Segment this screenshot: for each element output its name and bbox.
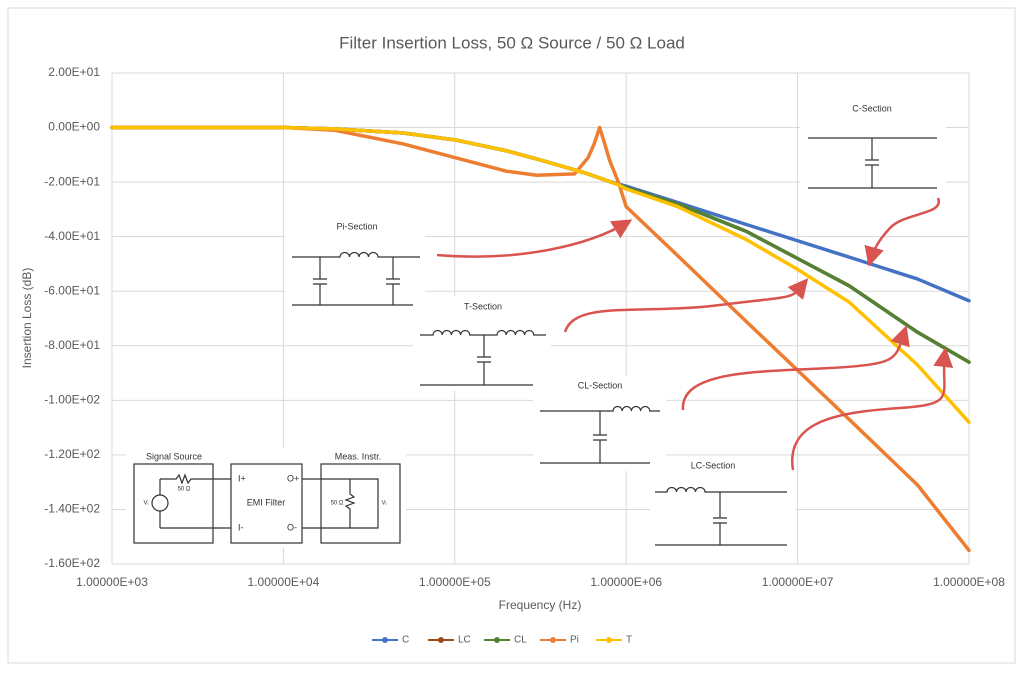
legend: C LC CL Pi T — [372, 635, 632, 646]
inset-wiring — [159, 473, 379, 529]
legend-marker — [438, 637, 444, 643]
annotation: C-Section — [852, 103, 892, 113]
y-tick-label: -6.00E+01 — [44, 283, 100, 297]
source-symbol — [151, 494, 169, 512]
schematic — [540, 405, 660, 464]
schematic — [292, 251, 420, 306]
y-tick-label: -1.00E+02 — [44, 393, 100, 407]
arrow — [790, 347, 954, 471]
arrow — [864, 197, 940, 267]
schematic-box — [285, 217, 425, 310]
inset-label: Signal Source — [146, 451, 202, 461]
schematic — [655, 486, 787, 546]
arrow — [436, 219, 633, 258]
inset-block — [230, 463, 303, 544]
annotation: CL-Section — [578, 380, 623, 390]
y-tick-label: -8.00E+01 — [44, 338, 100, 352]
port-label: O- — [287, 522, 297, 532]
port-label: I+ — [238, 473, 246, 483]
schematic — [808, 137, 937, 189]
schematic-box — [650, 456, 796, 552]
annotations: C-Section Pi-Section T-Section CL-Sectio… — [126, 98, 954, 552]
legend-label: Pi — [570, 635, 579, 646]
arrow — [681, 325, 910, 411]
series-line — [110, 125, 971, 424]
legend-marker — [382, 637, 388, 643]
x-tick-label: 1.00000E+07 — [762, 575, 834, 589]
plot-area — [110, 125, 971, 553]
annotation: T-Section — [464, 301, 502, 311]
schematic-box — [800, 98, 946, 196]
x-tick-label: 1.00000E+04 — [248, 575, 320, 589]
port-label: I- — [238, 522, 244, 532]
schematic-box — [413, 296, 551, 391]
y-tick-label: -1.20E+02 — [44, 447, 100, 461]
x-tick-label: 1.00000E+03 — [76, 575, 148, 589]
legend-marker — [550, 637, 556, 643]
x-tick-label: 1.00000E+08 — [933, 575, 1005, 589]
annotation: LC-Section — [691, 460, 736, 470]
inset-label: Vᵢ — [382, 501, 387, 507]
schematic — [420, 329, 546, 386]
y-tick-label: 2.00E+01 — [48, 65, 100, 79]
legend-marker — [606, 637, 612, 643]
legend-label: T — [626, 635, 632, 646]
inset-block — [133, 463, 214, 544]
inset-label: EMI Filter — [247, 497, 286, 507]
inset-label: 50 Ω — [178, 487, 191, 493]
y-axis-label: Insertion Loss (dB) — [20, 268, 34, 369]
legend-label: LC — [458, 635, 471, 646]
y-tick-label: 0.00E+00 — [48, 120, 100, 134]
x-tick-label: 1.00000E+06 — [590, 575, 662, 589]
arrow — [563, 278, 809, 333]
inset-label: Meas. Instr. — [335, 451, 382, 461]
chart-title: Filter Insertion Loss, 50 Ω Source / 50 … — [339, 33, 685, 52]
annotation: Pi-Section — [336, 221, 377, 231]
inset-block — [320, 463, 401, 544]
inset-label: Vᵢ — [144, 501, 149, 507]
grid: 2.00E+01 0.00E+00 -2.00E+01 -4.00E+01 -6.00E… — [44, 65, 1005, 589]
inset-box — [126, 448, 406, 548]
x-tick-label: 1.00000E+05 — [419, 575, 491, 589]
x-axis-label: Frequency (Hz) — [499, 598, 582, 612]
inset-label: 50 Ω — [331, 501, 344, 507]
legend-marker — [494, 637, 500, 643]
y-tick-label: -4.00E+01 — [44, 229, 100, 243]
y-tick-label: -2.00E+01 — [44, 174, 100, 188]
legend-label: CL — [514, 635, 527, 646]
y-tick-label: -1.60E+02 — [44, 556, 100, 570]
port-label: O+ — [287, 473, 299, 483]
y-tick-label: -1.40E+02 — [44, 502, 100, 516]
legend-label: C — [402, 635, 409, 646]
